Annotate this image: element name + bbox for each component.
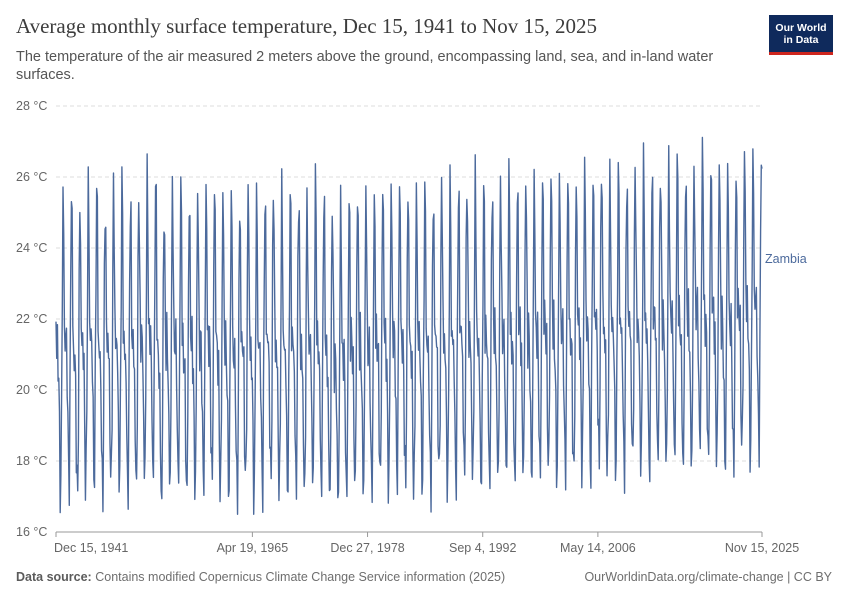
x-tick-label: Apr 19, 1965	[217, 541, 289, 555]
logo-line-1: Our World	[775, 21, 827, 34]
x-tick-label: Dec 27, 1978	[330, 541, 404, 555]
source-label: Data source:	[16, 570, 92, 584]
owid-logo[interactable]: Our World in Data	[769, 15, 833, 55]
y-tick-label: 20 °C	[16, 383, 47, 397]
chart-title: Average monthly surface temperature, Dec…	[16, 14, 598, 38]
x-tick-label: Nov 15, 2025	[725, 541, 799, 555]
x-tick-label: Dec 15, 1941	[54, 541, 128, 555]
y-tick-label: 26 °C	[16, 170, 47, 184]
y-tick-label: 28 °C	[16, 99, 47, 113]
y-tick-label: 22 °C	[16, 312, 47, 326]
x-tick-label: May 14, 2006	[560, 541, 636, 555]
footer-source: Data source: Contains modified Copernicu…	[16, 570, 505, 584]
x-tick-label: Sep 4, 1992	[449, 541, 516, 555]
y-tick-label: 16 °C	[16, 525, 47, 539]
logo-line-2: in Data	[783, 33, 819, 46]
series-line-zambia	[55, 136, 763, 515]
series-group: Zambia	[55, 136, 807, 515]
chart-subtitle: The temperature of the air measured 2 me…	[16, 49, 714, 83]
source-text[interactable]: Contains modified Copernicus Climate Cha…	[95, 570, 506, 584]
y-tick-label: 18 °C	[16, 454, 47, 468]
y-axis: 16 °C 18 °C 20 °C 22 °C 24 °C 26 °C 28 °C	[16, 99, 47, 539]
y-tick-label: 24 °C	[16, 241, 47, 255]
line-chart: 16 °C 18 °C 20 °C 22 °C 24 °C 26 °C 28 °C Dec …	[16, 99, 807, 555]
x-axis: Dec 15, 1941 Apr 19, 1965 Dec 27, 1978 Sep …	[54, 531, 799, 555]
footer-credit[interactable]: OurWorldinData.org/climate-change | CC B…	[584, 570, 832, 584]
series-label-zambia: Zambia	[765, 252, 807, 266]
